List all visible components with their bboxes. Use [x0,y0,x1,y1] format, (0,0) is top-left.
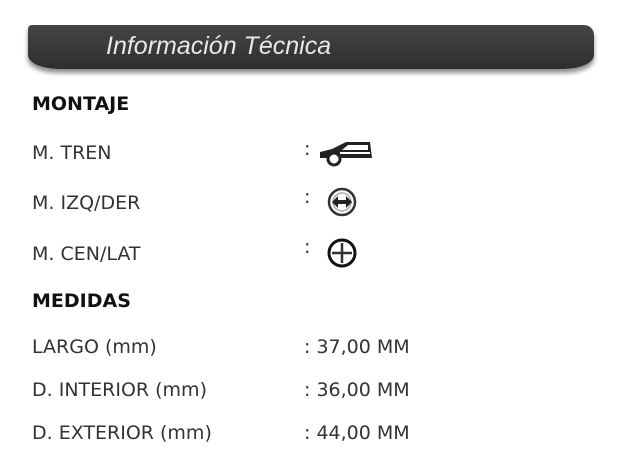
left-right-arrow-circle-icon [327,187,357,217]
separator: : [304,236,311,258]
montaje-heading: MONTAJE [32,93,130,115]
largo-value: : 37,00 MM [304,336,410,358]
medidas-heading: MEDIDAS [32,290,131,312]
crosshair-circle-icon [327,238,357,268]
d-exterior-value: : 44,00 MM [304,422,410,444]
d-interior-value: : 36,00 MM [304,379,410,401]
d-exterior-label: D. EXTERIOR (mm) [32,422,212,444]
car-front-icon [320,142,372,167]
m-izq-der-label: M. IZQ/DER [32,192,141,214]
section-banner: Información Técnica [28,25,594,69]
separator: : [304,138,311,160]
m-tren-label: M. TREN [32,142,112,164]
separator: : [304,186,311,208]
m-cen-lat-label: M. CEN/LAT [32,243,141,265]
banner-title: Información Técnica [106,32,332,60]
largo-label: LARGO (mm) [32,336,157,358]
d-interior-label: D. INTERIOR (mm) [32,379,207,401]
